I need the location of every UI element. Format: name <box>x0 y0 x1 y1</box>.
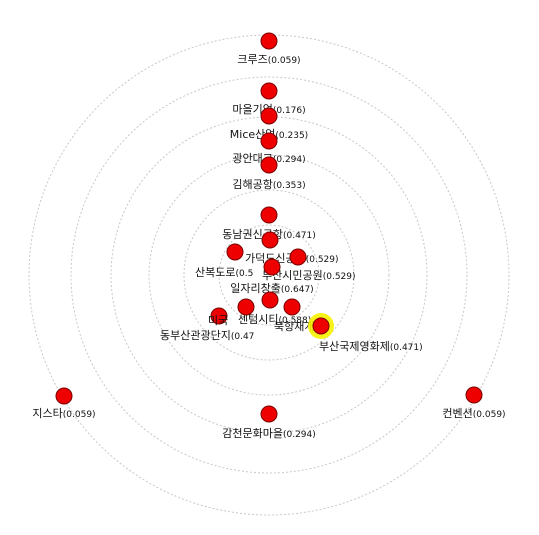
node-circle[interactable] <box>226 243 244 261</box>
node-value: (0.647) <box>281 285 314 295</box>
ring-2 <box>183 189 355 361</box>
node-value: (0.294) <box>273 155 306 165</box>
node-value: (0.47 <box>231 332 255 342</box>
node-label: 크루즈(0.059) <box>237 53 300 66</box>
node-circle[interactable] <box>260 82 278 100</box>
node-circle[interactable] <box>237 298 255 316</box>
node-10[interactable]: 일자리창출(0.647) <box>230 258 314 295</box>
node-name: 지스타 <box>32 407 62 420</box>
node-14[interactable]: 동부산관광단지(0.47 <box>160 298 255 342</box>
node-label: 컨벤션(0.059) <box>442 407 505 420</box>
node-label: 산복도로(0.5 <box>195 266 253 279</box>
node-label: 미국 <box>208 314 228 327</box>
node-label: 김해공항(0.353) <box>232 177 305 191</box>
node-value: (0.059) <box>63 410 96 420</box>
node-circle[interactable] <box>55 387 73 405</box>
ring-6 <box>28 34 510 516</box>
node-circle[interactable] <box>260 405 278 423</box>
node-circle[interactable] <box>260 107 278 125</box>
node-label: 부산국제영화제(0.471) <box>319 340 423 353</box>
diagram-nodes: 크루즈(0.059)마을기업(0.176)Mice산업(0.235)광안대교(0… <box>32 32 506 440</box>
node-circle[interactable] <box>261 231 279 249</box>
node-value: (0.5 <box>235 269 253 279</box>
node-name: 미국 <box>208 314 228 327</box>
node-value: (0.059) <box>473 410 506 420</box>
node-label: 동부산관광단지(0.47 <box>160 329 254 342</box>
node-name: 동부산관광단지 <box>160 329 231 342</box>
node-name: 컨벤션 <box>442 407 472 420</box>
node-name: 부산국제영화제 <box>319 340 390 353</box>
node-value: (0.294) <box>283 430 316 440</box>
node-16[interactable]: 지스타(0.059) <box>32 387 96 420</box>
ring-1 <box>218 224 320 326</box>
node-circle[interactable] <box>263 258 281 276</box>
node-12[interactable]: 센텀시티(0.588) <box>238 291 311 326</box>
node-value: (0.059) <box>268 56 301 66</box>
node-11[interactable]: 미국 <box>208 307 228 327</box>
node-circle[interactable] <box>260 32 278 50</box>
node-label: 센텀시티(0.588) <box>238 313 311 326</box>
node-name: 크루즈 <box>237 53 267 66</box>
node-circle[interactable] <box>283 298 301 316</box>
node-name: 센텀시티 <box>238 313 278 326</box>
node-9[interactable]: 부산시민공원(0.529) <box>262 248 356 282</box>
node-name: 감천문화마을 <box>222 426 283 440</box>
node-5[interactable]: 김해공항(0.353) <box>232 156 306 191</box>
node-value: (0.529) <box>306 255 339 265</box>
node-circle[interactable] <box>260 156 278 174</box>
node-name: 김해공항 <box>232 177 272 191</box>
node-value: (0.471) <box>283 231 316 241</box>
node-value: (0.471) <box>390 343 423 353</box>
node-circle[interactable] <box>465 386 483 404</box>
node-value: (0.235) <box>275 131 308 141</box>
ring-3 <box>148 154 390 396</box>
node-value: (0.353) <box>273 181 306 191</box>
node-circle[interactable] <box>260 206 278 224</box>
node-name: 일자리창출 <box>230 281 281 295</box>
node-circle[interactable] <box>289 248 307 266</box>
node-circle[interactable] <box>210 307 228 325</box>
node-name: 산복도로 <box>195 266 235 279</box>
concentric-rings <box>28 34 510 516</box>
node-value: (0.176) <box>273 106 306 116</box>
ring-5 <box>70 76 468 474</box>
node-value: (0.529) <box>323 272 356 282</box>
node-7[interactable]: 가덕도신공항(0.529) <box>226 243 339 265</box>
node-1[interactable]: 크루즈(0.059) <box>237 32 301 66</box>
node-8[interactable]: 산복도로(0.5 <box>195 231 279 279</box>
node-value: (0.588) <box>278 316 311 326</box>
node-label: 감천문화마을(0.294) <box>222 426 316 440</box>
node-circle[interactable] <box>261 291 279 309</box>
node-label: 일자리창출(0.647) <box>230 281 313 295</box>
node-circle[interactable] <box>260 132 278 150</box>
node-15[interactable]: 부산국제영화제(0.471) <box>308 313 423 353</box>
node-17[interactable]: 컨벤션(0.059) <box>442 386 506 420</box>
node-circle[interactable] <box>312 317 330 335</box>
node-18[interactable]: 감천문화마을(0.294) <box>222 405 316 440</box>
node-label: 지스타(0.059) <box>32 407 95 420</box>
